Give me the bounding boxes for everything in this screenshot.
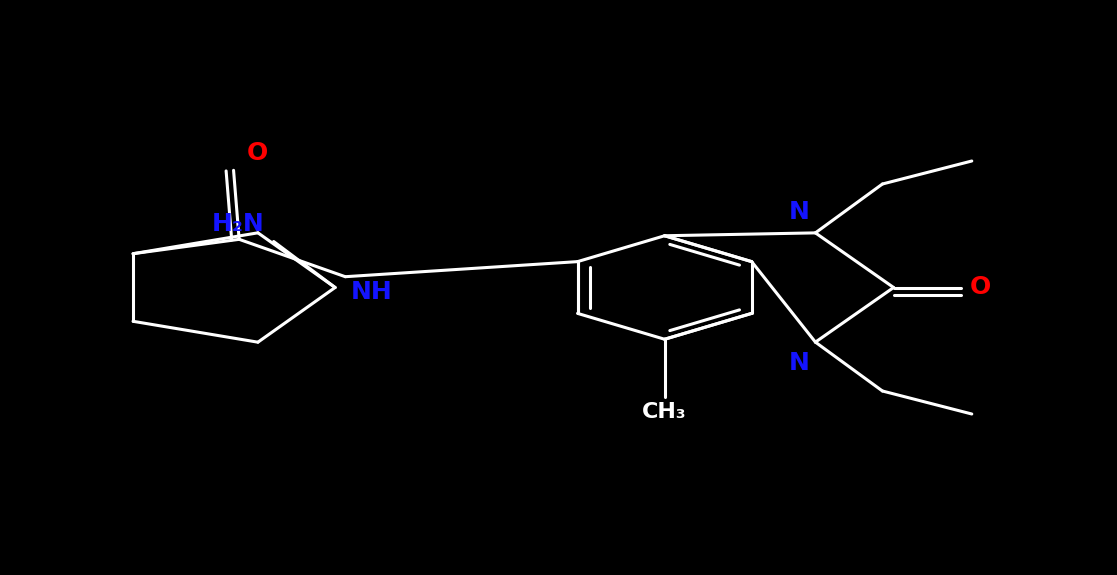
Text: N: N [789,200,810,224]
Text: O: O [970,275,991,300]
Text: CH₃: CH₃ [642,402,687,423]
Text: N: N [789,351,810,375]
Text: H₂N: H₂N [212,212,265,236]
Text: NH: NH [351,279,392,304]
Text: O: O [247,140,268,164]
